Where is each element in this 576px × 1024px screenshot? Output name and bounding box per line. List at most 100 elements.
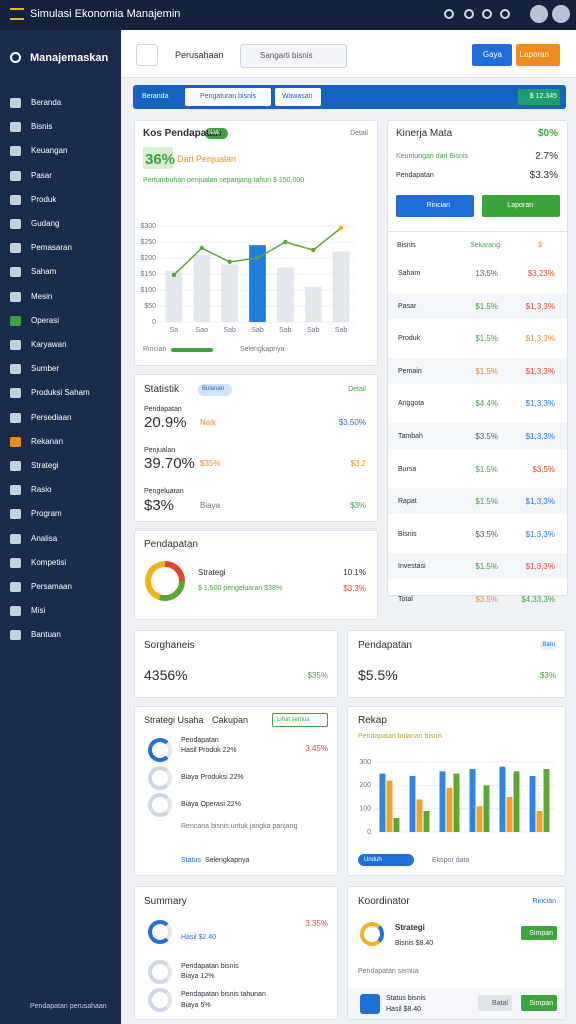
- tab-label[interactable]: Pengaturan bisnis: [200, 93, 257, 100]
- card-action[interactable]: Detail: [348, 386, 366, 393]
- ring: [148, 738, 172, 762]
- card: [347, 706, 566, 876]
- menu-icon: [10, 557, 21, 568]
- menu-item[interactable]: Rasio: [31, 485, 52, 495]
- button[interactable]: [358, 854, 414, 866]
- menu-icon: [10, 509, 21, 520]
- column-header: Bisnis: [397, 242, 416, 249]
- button-label[interactable]: Batal: [492, 1000, 508, 1007]
- badge: [540, 641, 556, 650]
- card-title: Summary: [144, 896, 187, 907]
- menu-item[interactable]: Produksi Saham: [31, 388, 90, 398]
- menu-item[interactable]: Beranda: [31, 98, 62, 107]
- button[interactable]: [521, 995, 557, 1011]
- big-value: 36%: [145, 151, 176, 168]
- menu-item[interactable]: Keuangan: [31, 146, 68, 156]
- status-icon: [360, 994, 380, 1014]
- subtitle: Pertumbuhan penjualan sepanjang tahun $ …: [143, 177, 305, 184]
- menu-item[interactable]: Gudang: [31, 219, 60, 228]
- row-value: $4.4%: [475, 399, 498, 409]
- stat-tag: Biaya: [200, 501, 221, 510]
- menu-icon: [10, 243, 21, 254]
- menu-icon: [10, 630, 21, 641]
- button-label[interactable]: Simpan: [529, 1000, 553, 1007]
- search-box[interactable]: [240, 44, 347, 68]
- change: $35%: [307, 671, 328, 680]
- row-value: $1.5%: [475, 562, 498, 572]
- menu-item[interactable]: Operasi: [31, 315, 60, 325]
- footer-label: Rincian: [143, 346, 167, 353]
- row-value: $1.5%: [475, 334, 498, 344]
- card: [134, 706, 338, 876]
- menu-item[interactable]: Mesin: [31, 291, 53, 301]
- button[interactable]: [396, 195, 474, 217]
- row-label: Anggota: [398, 400, 425, 408]
- menu-item[interactable]: Karyawan: [31, 340, 67, 349]
- stat-right: $3.50%: [338, 418, 366, 427]
- stat-value: 20.9%: [144, 414, 187, 431]
- footer-label: Status: [181, 857, 201, 864]
- row-stripe: [388, 357, 567, 384]
- row-value: $3,23%: [527, 269, 555, 278]
- menu-item[interactable]: Strategi: [31, 461, 59, 470]
- button[interactable]: [521, 926, 557, 940]
- tab[interactable]: [185, 88, 271, 106]
- avatar: [530, 5, 548, 23]
- menu-item[interactable]: Pemasaran: [31, 243, 72, 253]
- app-title: Simulasi Ekonomia Manajemin: [30, 8, 181, 20]
- menu-icon: [10, 219, 21, 229]
- big-value: $5.5%: [358, 667, 398, 683]
- item-label: Strategi: [395, 923, 425, 932]
- menu-item[interactable]: Persediaan: [31, 412, 72, 422]
- menu-item[interactable]: Bisnis: [31, 122, 53, 132]
- logo: [10, 8, 24, 20]
- status-label: Status bisnis: [386, 995, 426, 1002]
- row-stripe: [388, 423, 567, 449]
- ring: [148, 766, 172, 790]
- top-bar: [0, 0, 576, 30]
- menu-item[interactable]: Sumber: [31, 364, 60, 374]
- button[interactable]: [472, 44, 512, 66]
- row-value: $1.5%: [475, 497, 498, 507]
- progress: [171, 348, 213, 352]
- footer-link[interactable]: Ekspor data: [432, 857, 470, 864]
- menu-item[interactable]: Analisa: [31, 533, 58, 543]
- menu-icon: [10, 533, 21, 544]
- button[interactable]: [516, 44, 560, 66]
- menu-item[interactable]: Kompetisi: [31, 557, 67, 567]
- badge: [198, 384, 232, 396]
- button[interactable]: [478, 995, 512, 1011]
- footer-link[interactable]: Selengkapnya: [205, 857, 250, 864]
- search-placeholder: Sangarti bisnis: [260, 51, 313, 60]
- summary-result: Hasil $2.40: [181, 934, 217, 941]
- stat-label: Penjualan: [144, 447, 176, 454]
- stat-right: $3.2: [350, 459, 366, 468]
- card-action[interactable]: Rincian: [532, 898, 556, 905]
- button-label[interactable]: Unduh: [364, 857, 382, 863]
- brand: Manajemaskan: [30, 52, 109, 64]
- menu-icon: [10, 122, 21, 133]
- footer-link[interactable]: Selengkapnya: [240, 346, 285, 353]
- menu-item[interactable]: Rekanan: [31, 436, 64, 446]
- tab-label[interactable]: Beranda: [142, 93, 169, 100]
- menu-item[interactable]: Saham: [31, 267, 57, 277]
- divider: [135, 528, 377, 529]
- item-detail: Biaya Operasi 22%: [181, 801, 241, 808]
- tab[interactable]: [275, 88, 321, 106]
- menu-item[interactable]: Bantuan: [31, 630, 61, 640]
- menu-item[interactable]: Program: [31, 509, 62, 519]
- card-action[interactable]: Detail: [350, 130, 368, 137]
- menu-item[interactable]: Pasar: [31, 170, 52, 180]
- menu-item[interactable]: Misi: [31, 606, 46, 616]
- badge-label[interactable]: Lihat semua: [277, 717, 310, 723]
- tab-label[interactable]: Wawasan: [282, 93, 313, 100]
- avatar: [552, 5, 570, 23]
- badge[interactable]: [272, 713, 328, 727]
- menu-item[interactable]: Persamaan: [31, 582, 72, 591]
- button-label[interactable]: Simpan: [529, 930, 553, 937]
- brand-icon: [10, 52, 21, 63]
- button[interactable]: [482, 195, 560, 217]
- menu-icon: [10, 582, 21, 592]
- row-value: $3,5%: [532, 464, 555, 474]
- menu-item[interactable]: Produk: [31, 194, 57, 204]
